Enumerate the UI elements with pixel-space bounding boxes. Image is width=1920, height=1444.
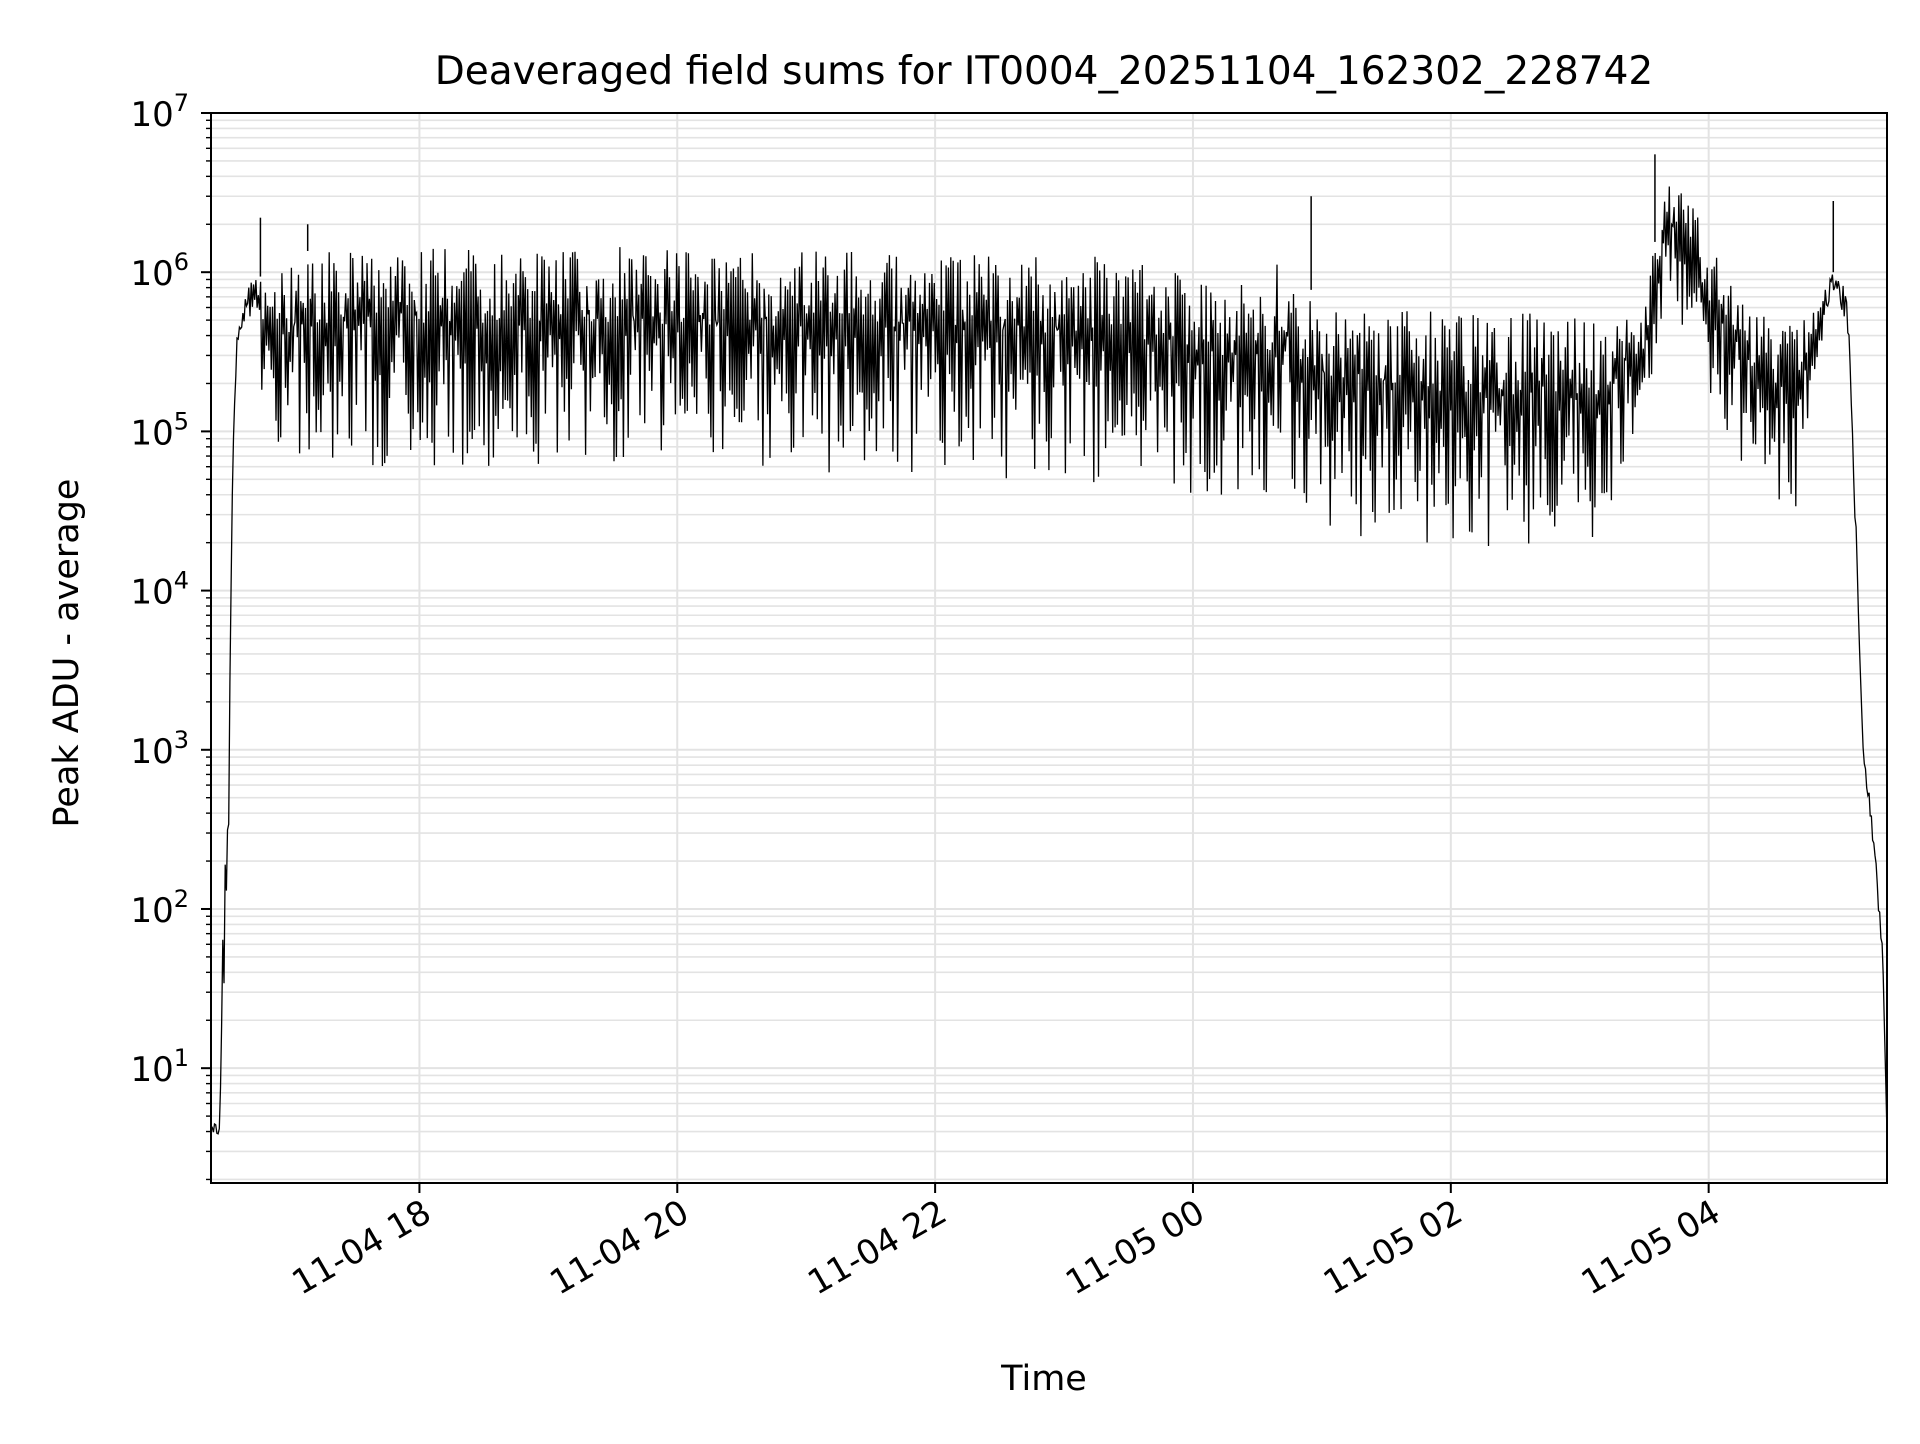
y-tick-label: 103: [130, 726, 189, 772]
chart-title: Deaveraged field sums for IT0004_2025110…: [435, 49, 1653, 94]
y-tick-label: 106: [130, 248, 189, 294]
y-axis-label: Peak ADU - average: [47, 479, 87, 828]
y-tick-label: 102: [130, 885, 189, 931]
y-tick-label: 104: [130, 567, 189, 613]
y-tick-label: 107: [130, 89, 189, 135]
y-tick-label: 105: [130, 407, 189, 453]
grid: [211, 112, 1887, 1183]
plot-frame: [210, 112, 1888, 1184]
plot-area: [210, 154, 1888, 1136]
y-tick-label: 101: [130, 1044, 189, 1090]
x-axis-label: Time: [1000, 1359, 1087, 1399]
data-series-line: [210, 186, 1888, 1136]
